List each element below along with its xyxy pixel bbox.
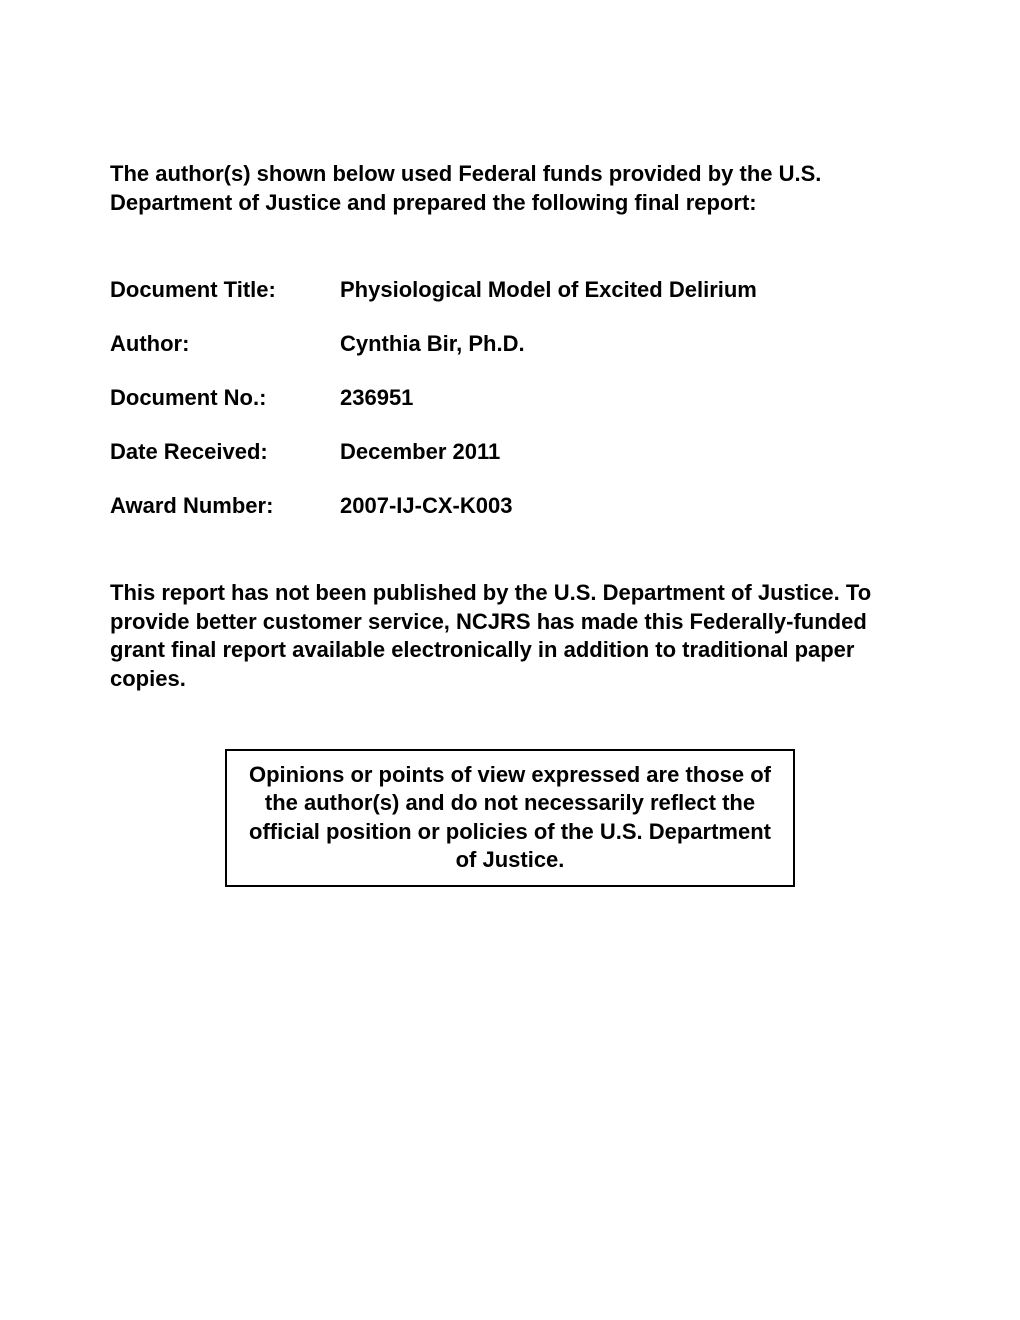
document-title-value: Physiological Model of Excited Delirium xyxy=(340,277,757,303)
date-received-label: Date Received: xyxy=(110,439,340,465)
document-title-label: Document Title: xyxy=(110,277,340,303)
metadata-row-document-title: Document Title: Physiological Model of E… xyxy=(110,277,910,303)
document-no-value: 236951 xyxy=(340,385,413,411)
metadata-row-date-received: Date Received: December 2011 xyxy=(110,439,910,465)
opinion-disclaimer-box: Opinions or points of view expressed are… xyxy=(225,749,795,887)
metadata-section: Document Title: Physiological Model of E… xyxy=(110,277,910,519)
metadata-row-award-number: Award Number: 2007-IJ-CX-K003 xyxy=(110,493,910,519)
date-received-value: December 2011 xyxy=(340,439,500,465)
metadata-row-document-no: Document No.: 236951 xyxy=(110,385,910,411)
author-label: Author: xyxy=(110,331,340,357)
award-number-label: Award Number: xyxy=(110,493,340,519)
award-number-value: 2007-IJ-CX-K003 xyxy=(340,493,512,519)
document-no-label: Document No.: xyxy=(110,385,340,411)
disclaimer-paragraph: This report has not been published by th… xyxy=(110,579,910,693)
intro-paragraph: The author(s) shown below used Federal f… xyxy=(110,160,910,217)
metadata-row-author: Author: Cynthia Bir, Ph.D. xyxy=(110,331,910,357)
author-value: Cynthia Bir, Ph.D. xyxy=(340,331,525,357)
